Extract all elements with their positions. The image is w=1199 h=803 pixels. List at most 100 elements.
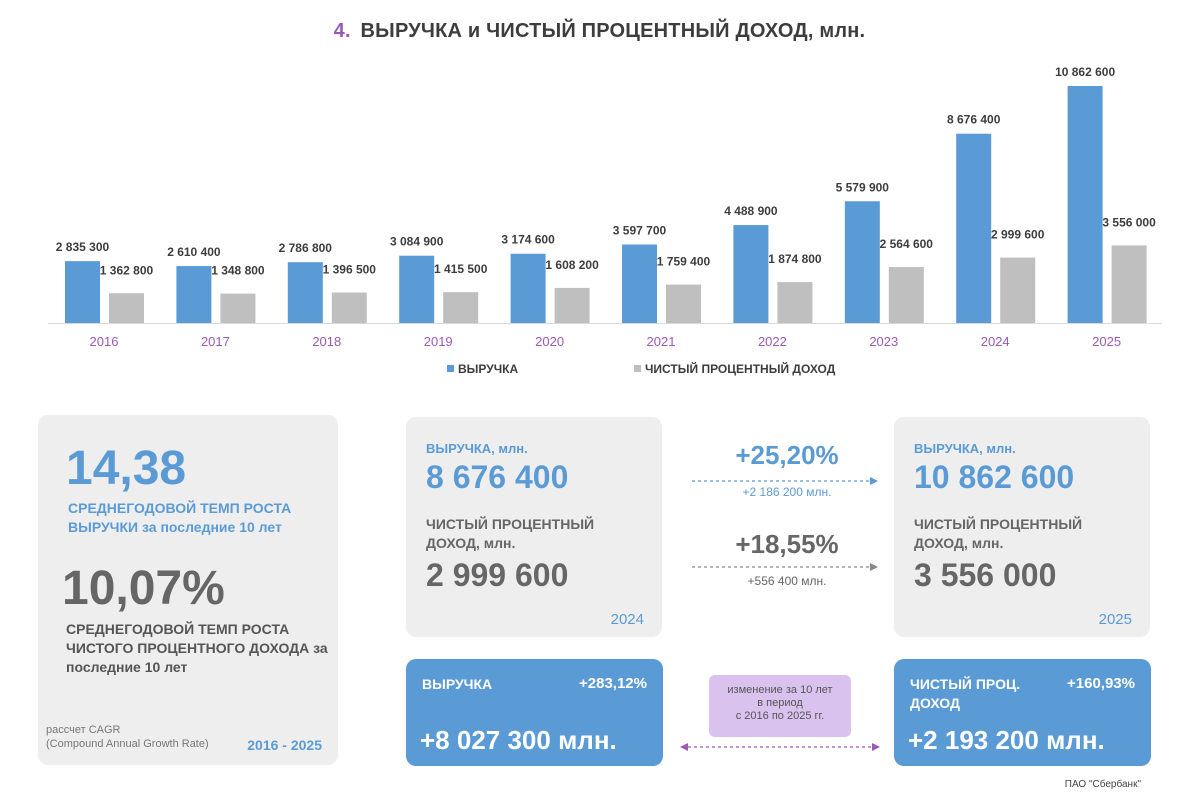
bar-nii-2025 [1111,245,1147,323]
ten-year-nii-abs: +2 193 200 млн. [908,725,1105,755]
data-label-revenue-2024: 8 676 400 [947,113,1001,127]
ten-year-note-line3: с 2016 по 2025 гг. [735,710,825,722]
cagr-nii-value: 10,07% [62,562,225,615]
bar-nii-2019 [443,292,479,323]
revenue-label: ВЫРУЧКА, млн. [426,441,528,456]
ten-year-note-line1: изменение за 10 лет [727,684,833,696]
year-label: 2024 [610,611,644,628]
bar-nii-2023 [888,267,924,323]
ten-year-revenue-label: ВЫРУЧКА [422,676,493,692]
data-label-revenue-2020: 3 174 600 [501,233,555,247]
bar-revenue-2019 [399,255,435,323]
data-label-revenue-2016: 2 835 300 [56,240,110,254]
data-label-nii-2018: 1 396 500 [323,263,377,277]
ten-year-revenue-card: ВЫРУЧКА +283,12% +8 027 300 млн. [406,659,663,766]
data-label-nii-2021: 1 759 400 [657,255,711,269]
legend-label-nii: ЧИСТЫЙ ПРОЦЕНТНЫЙ ДОХОД [645,361,836,376]
year-card-2025: ВЫРУЧКА, млн. 10 862 600 ЧИСТЫЙ ПРОЦЕНТН… [894,417,1150,637]
bar-revenue-2018 [287,262,323,323]
bar-nii-2024 [1000,257,1036,323]
legend-label-revenue: ВЫРУЧКА [458,362,518,376]
data-label-revenue-2025: 10 862 600 [1055,65,1115,79]
bar-revenue-2022 [733,225,769,323]
data-label-nii-2024: 2 999 600 [991,228,1045,242]
data-label-revenue-2019: 3 084 900 [390,235,444,249]
bar-revenue-2016 [65,261,100,323]
data-label-revenue-2021: 3 597 700 [613,224,667,238]
arrow-right-icon [692,477,878,485]
revenue-change-pct: +25,20% [735,440,839,470]
data-label-nii-2016: 1 362 800 [100,263,154,277]
bar-nii-2022 [777,282,813,323]
bar-revenue-2024 [956,133,992,323]
x-tick-label-2020: 2020 [535,334,564,349]
bar-nii-2017 [220,293,256,323]
revenue-value: 8 676 400 [426,459,569,495]
source-footer: ПАО "Сбербанк" [1064,779,1141,790]
bar-nii-2018 [331,292,367,323]
cagr-revenue-label: СРЕДНЕГОДОВОЙ ТЕМП РОСТА ВЫРУЧКИ за посл… [68,500,292,535]
nii-change: +18,55% +556 400 млн. [692,529,882,588]
data-label-revenue-2023: 5 579 900 [836,180,890,194]
data-label-nii-2017: 1 348 800 [211,264,265,278]
data-label-nii-2022: 1 874 800 [768,252,822,266]
arrow-right-icon [692,563,878,571]
ten-year-revenue-abs: +8 027 300 млн. [420,725,617,755]
cagr-note-line2: (Compound Annual Growth Rate) [46,738,209,750]
bar-nii-2020 [554,287,590,323]
page-title: 4. ВЫРУЧКА и ЧИСТЫЙ ПРОЦЕНТНЫЙ ДОХОД, мл… [0,20,1199,43]
legend-swatch-revenue [447,365,454,372]
cagr-note-line1: рассчет CAGR [46,724,121,736]
data-label-revenue-2017: 2 610 400 [167,245,221,259]
nii-value: 3 556 000 [914,557,1057,593]
x-tick-label-2016: 2016 [90,334,119,349]
data-label-revenue-2022: 4 488 900 [724,204,778,218]
bar-revenue-2025 [1067,86,1103,323]
nii-change-abs: +556 400 млн. [747,574,827,588]
data-label-revenue-2018: 2 786 800 [279,241,333,255]
ten-year-note: изменение за 10 лет в период с 2016 по 2… [709,675,851,737]
x-tick-label-2022: 2022 [758,334,787,349]
data-label-nii-2023: 2 564 600 [880,237,934,251]
ten-year-revenue-pct: +283,12% [579,675,647,692]
ten-year-nii-pct: +160,93% [1067,675,1135,692]
nii-label: ЧИСТЫЙ ПРОЦЕНТНЫЙ ДОХОД, млн. [914,516,1083,551]
x-tick-label-2024: 2024 [981,334,1010,349]
x-tick-label-2025: 2025 [1092,334,1121,349]
x-tick-label-2023: 2023 [869,334,898,349]
bar-revenue-2017 [176,266,212,323]
ten-year-nii-label: ЧИСТЫЙ ПРОЦ. ДОХОД [910,676,1021,711]
bar-revenue-2021 [622,244,657,323]
data-label-nii-2020: 1 608 200 [545,258,599,272]
revenue-change: +25,20% +2 186 200 млн. [692,440,882,499]
title-text: ВЫРУЧКА и ЧИСТЫЙ ПРОЦЕНТНЫЙ ДОХОД, млн. [360,20,866,42]
year-label: 2025 [1098,611,1132,628]
bar-chart: 2 835 300 1 362 800 2016 2 610 400 1 348 800… [48,65,1162,376]
x-tick-label-2021: 2021 [647,334,676,349]
cagr-period: 2016 - 2025 [247,737,322,753]
double-arrow-icon [680,743,880,751]
revenue-value: 10 862 600 [914,459,1075,495]
cagr-card: 14,38 СРЕДНЕГОДОВОЙ ТЕМП РОСТА ВЫРУЧКИ з… [38,415,338,765]
bar-revenue-2023 [844,201,880,323]
x-tick-label-2018: 2018 [312,334,341,349]
x-tick-label-2019: 2019 [424,334,453,349]
revenue-change-abs: +2 186 200 млн. [742,485,832,499]
year-card-2024: ВЫРУЧКА, млн. 8 676 400 ЧИСТЫЙ ПРОЦЕНТНЫ… [406,417,662,637]
data-label-nii-2019: 1 415 500 [434,262,488,276]
x-tick-label-2017: 2017 [201,334,230,349]
bar-nii-2016 [109,293,144,323]
cagr-note: рассчет CAGR (Compound Annual Growth Rat… [46,723,209,751]
nii-value: 2 999 600 [426,557,569,593]
nii-change-pct: +18,55% [735,529,839,559]
cagr-nii-label: СРЕДНЕГОДОВОЙ ТЕМП РОСТА ЧИСТОГО ПРОЦЕНТ… [66,621,328,675]
revenue-label: ВЫРУЧКА, млн. [914,441,1016,456]
nii-label: ЧИСТЫЙ ПРОЦЕНТНЫЙ ДОХОД, млн. [426,516,595,551]
cagr-revenue-value: 14,38 [66,442,187,495]
bar-revenue-2020 [510,253,546,323]
bar-nii-2021 [666,284,701,323]
legend-swatch-nii [634,365,641,372]
ten-year-nii-card: ЧИСТЫЙ ПРОЦ. ДОХОД +160,93% +2 193 200 м… [894,659,1151,766]
data-label-nii-2025: 3 556 000 [1102,215,1156,229]
title-number: 4. [333,20,351,42]
